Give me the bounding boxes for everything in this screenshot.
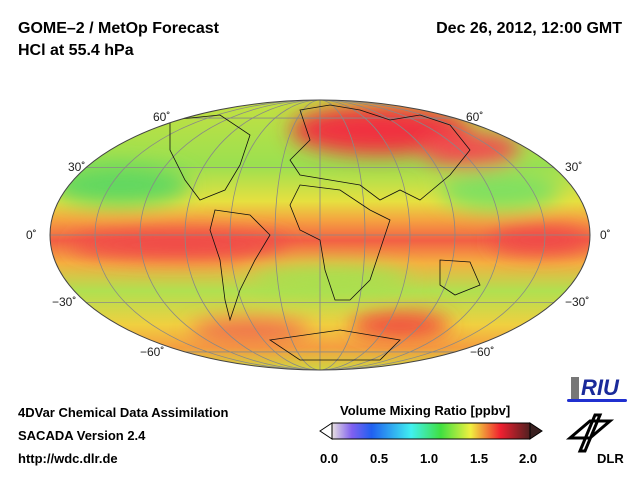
dlr-logo-text: DLR — [597, 451, 624, 466]
colorbar-tick-4: 2.0 — [519, 451, 538, 466]
colorbar-tick-3: 1.5 — [470, 451, 489, 466]
meridian-line — [139, 100, 501, 370]
coastlines — [169, 104, 481, 361]
lat-label-right-m60: −60˚ — [470, 345, 495, 359]
lat-label-right-m30: −30˚ — [565, 295, 590, 309]
lat-label-left-m30: −30˚ — [52, 295, 77, 309]
footer-url[interactable]: http://wdc.dlr.de — [18, 451, 118, 466]
colorbar-tick-2: 1.0 — [420, 451, 439, 466]
colorbar-tick-0: 0.0 — [320, 451, 339, 466]
colorbar — [319, 422, 543, 440]
footer-line1: 4DVar Chemical Data Assimilation — [18, 405, 229, 420]
lat-label-left-30: 30˚ — [68, 160, 86, 174]
lat-label-left-60: 60˚ — [153, 110, 171, 124]
meridian-line — [184, 100, 456, 370]
dlr-logo-icon — [565, 413, 615, 453]
meridian-line — [229, 100, 411, 370]
riu-logo: RIU — [565, 375, 630, 405]
lat-label-left-m60: −60˚ — [140, 345, 165, 359]
meridian-line — [94, 100, 546, 370]
title: GOME–2 / MetOp Forecast — [18, 20, 219, 37]
lat-label-right-60: 60˚ — [466, 110, 484, 124]
datetime: Dec 26, 2012, 12:00 GMT — [436, 20, 622, 37]
footer-line2: SACADA Version 2.4 — [18, 428, 146, 443]
colorbar-tick-1: 0.5 — [370, 451, 389, 466]
lat-label-left-0: 0˚ — [26, 228, 37, 242]
colorbar-title: Volume Mixing Ratio [ppbv] — [340, 403, 511, 418]
meridian-line — [274, 100, 366, 370]
lat-label-right-30: 30˚ — [565, 160, 583, 174]
lat-label-right-0: 0˚ — [600, 228, 611, 242]
subtitle: HCl at 55.4 hPa — [18, 42, 134, 59]
